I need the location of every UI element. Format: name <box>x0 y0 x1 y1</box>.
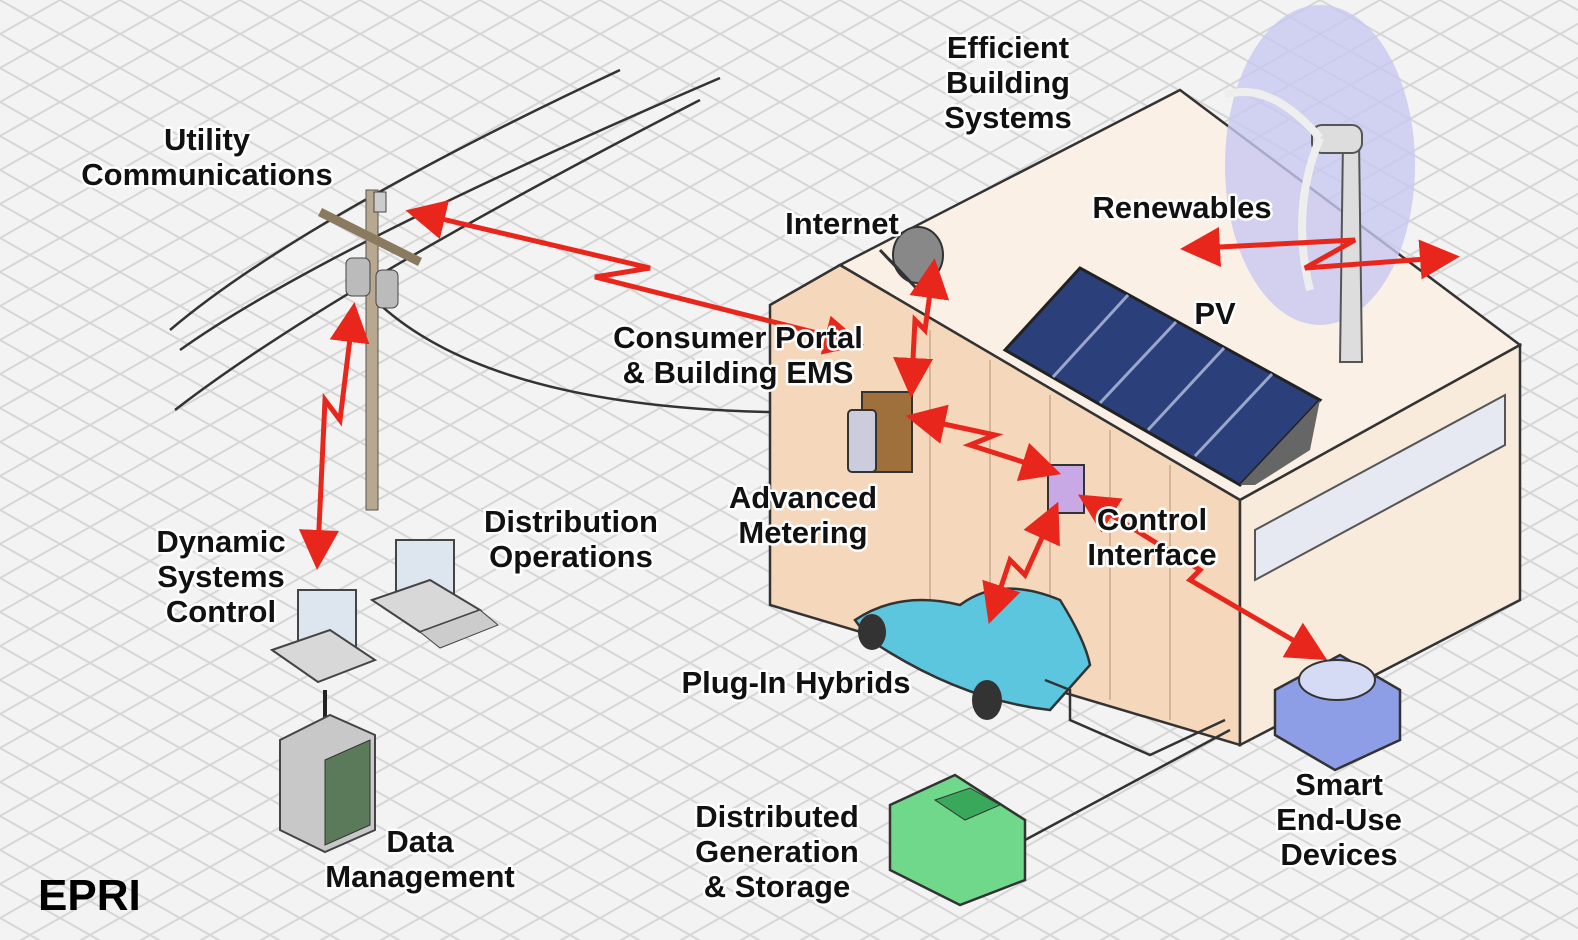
label: Dynamic <box>156 524 285 559</box>
links <box>298 200 1460 661</box>
label: Utility <box>164 122 251 157</box>
label: Communications <box>81 157 332 192</box>
solar-panel <box>1002 266 1323 487</box>
label: Distribution <box>484 504 658 539</box>
label: End-Use <box>1276 802 1402 837</box>
control-interface-device <box>1047 464 1085 514</box>
label: Systems <box>157 559 285 594</box>
label: & Storage <box>704 869 850 904</box>
label: Consumer Portal <box>613 320 863 355</box>
label: PV <box>1194 296 1236 331</box>
label: Distributed <box>695 799 859 834</box>
label: Systems <box>944 100 1072 135</box>
label: Building <box>946 65 1070 100</box>
label: Interface <box>1087 537 1216 572</box>
label: Internet <box>785 206 899 241</box>
label: Metering <box>738 515 867 550</box>
label: Renewables <box>1092 190 1271 225</box>
label: Efficient <box>947 30 1069 65</box>
label: Management <box>325 859 514 894</box>
computers <box>269 539 499 730</box>
utility-pole <box>317 189 423 511</box>
label: & Building EMS <box>623 355 854 390</box>
label: Advanced <box>729 480 877 515</box>
logo: EPRI <box>38 871 141 920</box>
label: Devices <box>1280 837 1397 872</box>
label: Plug-In Hybrids <box>681 665 910 700</box>
server <box>279 713 376 854</box>
label: Control <box>166 594 276 629</box>
generator <box>888 728 1231 907</box>
label: Generation <box>695 834 859 869</box>
label: Operations <box>489 539 653 574</box>
meter <box>847 391 913 473</box>
smart-device <box>1273 653 1402 772</box>
label: Control <box>1097 502 1207 537</box>
label: Smart <box>1295 767 1383 802</box>
labels: UtilityCommunicationsEfficientBuildingSy… <box>79 28 1405 907</box>
label: Data <box>386 824 454 859</box>
